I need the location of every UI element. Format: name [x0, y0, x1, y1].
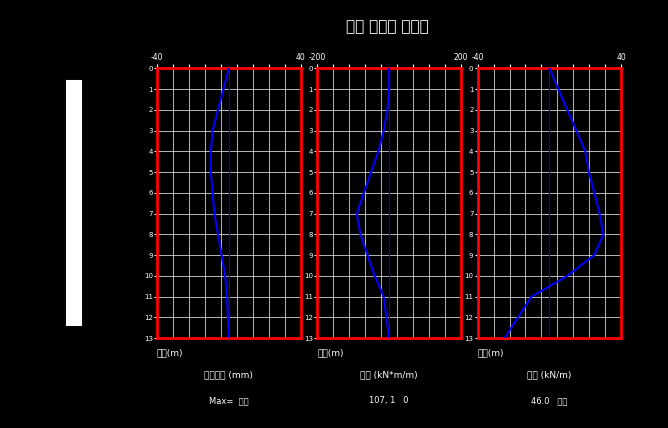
Text: Max=  架乙: Max= 架乙 — [209, 396, 248, 405]
Text: 弯矩 (kN*m/m): 弯矩 (kN*m/m) — [360, 370, 418, 379]
Text: 水平位移 (mm): 水平位移 (mm) — [204, 370, 253, 379]
Text: 深度(m): 深度(m) — [157, 349, 184, 358]
Text: 深度(m): 深度(m) — [478, 349, 504, 358]
Text: 梁身 位移及 弯矩图: 梁身 位移及 弯矩图 — [346, 19, 429, 34]
Text: 46.0   兴趣: 46.0 兴趣 — [531, 396, 568, 405]
Text: 107, 1   0: 107, 1 0 — [369, 396, 409, 405]
Text: 剪力 (kN/m): 剪力 (kN/m) — [527, 370, 572, 379]
Text: 深度(m): 深度(m) — [317, 349, 344, 358]
